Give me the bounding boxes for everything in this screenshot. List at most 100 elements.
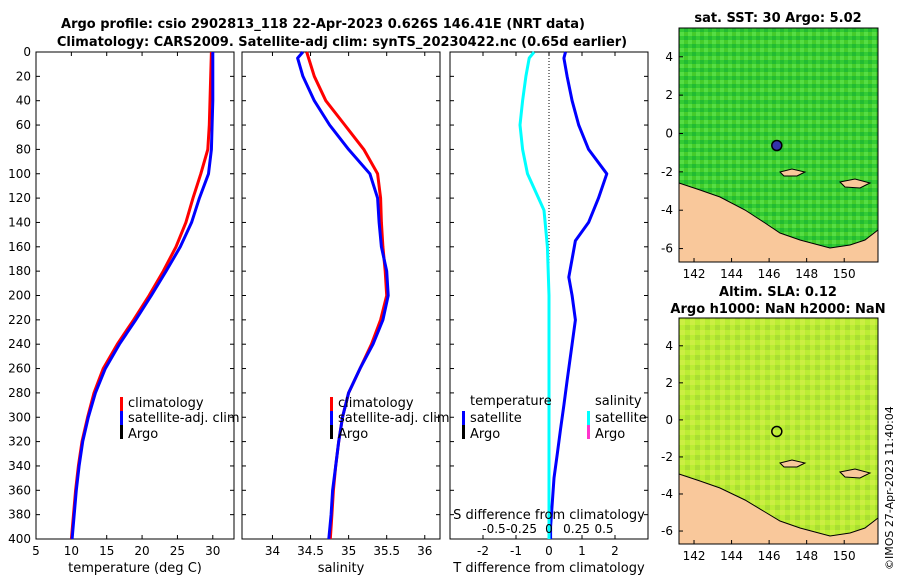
y-tick-label: 120	[8, 191, 31, 205]
map-x-tick-label: 148	[795, 549, 818, 563]
legend-climatology-swatch	[330, 397, 333, 411]
x-tick-label: 20	[134, 544, 149, 558]
difference-series	[518, 51, 609, 539]
map-y-tick-label: -6	[661, 242, 673, 256]
y-tick-label: 160	[8, 240, 31, 254]
x-tick-label: 34.5	[297, 544, 324, 558]
temperature-xlabel: temperature (deg C)	[68, 561, 202, 576]
sst-map-title: sat. SST: 30 Argo: 5.02	[694, 11, 861, 26]
legend-t-argo: Argo	[470, 427, 500, 442]
legend-s-satellite: satellite	[595, 411, 647, 426]
map-y-tick-label: -6	[661, 524, 673, 538]
legend-argo: Argo	[128, 427, 158, 442]
series-line-satellite-adj-clim	[70, 52, 215, 540]
legend-satellite-swatch	[120, 411, 123, 425]
difference-legend-salinity: salinity satellite Argo	[587, 394, 647, 442]
s-tick-label: -0.5	[482, 522, 505, 536]
argo-location-marker	[771, 425, 783, 438]
y-tick-label: 0	[23, 45, 31, 59]
y-tick-label: 300	[8, 410, 31, 424]
y-tick-label: 60	[16, 118, 31, 132]
difference-panel: -2 -1 0 1 2 T difference from climatology S …	[449, 51, 649, 576]
legend-s-argo-swatch	[587, 425, 590, 439]
map-y-tick-label: -2	[661, 450, 673, 464]
y-tick-label: 240	[8, 337, 31, 351]
legend-climatology: climatology	[128, 396, 204, 411]
salinity-x-ticks: 34 34.5 35 35.5 36	[265, 52, 432, 558]
legend-satellite-swatch	[330, 411, 333, 425]
sla-x-ticks: 142 144 146 148 150	[683, 540, 856, 563]
y-tick-label: 280	[8, 386, 31, 400]
x-tick-label: 10	[64, 544, 79, 558]
sla-map-panel: Altim. SLA: 0.12 Argo h1000: NaN h2000: …	[661, 285, 886, 563]
legend-t-argo-swatch	[462, 425, 465, 439]
x-tick-label: 15	[99, 544, 114, 558]
legend-salinity-title: salinity	[595, 394, 642, 409]
x-tick-label: 1	[578, 544, 586, 558]
y-tick-label: 20	[16, 69, 31, 83]
map-x-tick-label: 148	[795, 267, 818, 281]
x-tick-label: 34	[265, 544, 280, 558]
temperature-y-ticks: 0 20 40 60 80 100 120 140 160 180 200 220 240 260 280 3…	[8, 45, 234, 546]
sla-y-ticks: 4 2 0 -2 -4 -6	[661, 339, 683, 538]
x-tick-label: 5	[32, 544, 40, 558]
y-tick-label: 80	[16, 142, 31, 156]
argo-location-marker	[771, 139, 783, 152]
y-tick-label: 140	[8, 215, 31, 229]
x-tick-label: -2	[477, 544, 489, 558]
legend-s-argo: Argo	[595, 427, 625, 442]
figure-title-line2: Climatology: CARS2009. Satellite-adj cli…	[57, 35, 627, 50]
x-tick-label: 35.5	[373, 544, 400, 558]
salinity-y-ticks	[242, 51, 440, 540]
map-y-tick-label: 2	[665, 376, 673, 390]
y-tick-label: 360	[8, 483, 31, 497]
map-y-tick-label: 0	[665, 413, 673, 427]
s-tick-label: 0.25	[563, 522, 590, 536]
sst-y-ticks: 4 2 0 -2 -4 -6	[661, 50, 683, 256]
y-tick-label: 200	[8, 289, 31, 303]
legend-s-satellite-swatch	[587, 411, 590, 425]
map-x-tick-label: 146	[758, 549, 781, 563]
x-tick-label: 30	[205, 544, 220, 558]
temperature-legend: climatology satellite-adj. clim Argo	[120, 396, 240, 442]
sla-map-frame	[678, 317, 879, 545]
salinity-panel: 34 34.5 35 35.5 36 salinity climatology sate…	[241, 51, 450, 576]
legend-satellite-adj-clim: satellite-adj. clim	[338, 411, 450, 426]
y-tick-label: 220	[8, 313, 31, 327]
map-x-tick-label: 150	[833, 549, 856, 563]
series-line-satellite-adj-clim	[296, 51, 390, 540]
map-y-tick-label: 0	[665, 126, 673, 140]
y-tick-label: 40	[16, 94, 31, 108]
legend-argo-swatch	[120, 425, 123, 439]
legend-t-satellite: satellite	[470, 411, 522, 426]
sla-island	[838, 468, 872, 479]
x-tick-label: 36	[417, 544, 432, 558]
map-y-tick-label: 4	[665, 339, 673, 353]
temperature-series	[69, 51, 215, 540]
legend-temperature-title: temperature	[470, 394, 552, 409]
legend-climatology-swatch	[120, 397, 123, 411]
map-y-tick-label: -4	[661, 203, 673, 217]
s-tick-label: 0	[545, 522, 553, 536]
sla-map-title-line1: Altim. SLA: 0.12	[719, 285, 837, 300]
y-tick-label: 380	[8, 508, 31, 522]
legend-t-satellite-swatch	[462, 411, 465, 425]
sst-island	[838, 178, 872, 189]
s-tick-label: 0.5	[594, 522, 613, 536]
salinity-xlabel: salinity	[318, 561, 365, 576]
map-x-tick-label: 144	[720, 549, 743, 563]
map-y-tick-label: 2	[665, 88, 673, 102]
s-difference-ticks: -0.5 -0.25 0 0.25 0.5	[482, 522, 613, 536]
salinity-series	[296, 51, 390, 540]
t-difference-xlabel: T difference from climatology	[452, 561, 645, 576]
temperature-panel: 0 20 40 60 80 100 120 140 160 180 200 220 240 260 280 3…	[8, 45, 240, 576]
x-tick-label: 2	[611, 544, 619, 558]
series-line-salinity-satellite	[518, 51, 551, 539]
map-x-tick-label: 146	[758, 267, 781, 281]
temperature-x-ticks: 5 10 15 20 25 30	[32, 52, 220, 558]
sst-island	[779, 168, 807, 177]
s-tick-label: -0.25	[506, 522, 537, 536]
map-x-tick-label: 142	[683, 549, 706, 563]
map-y-tick-label: -4	[661, 487, 673, 501]
